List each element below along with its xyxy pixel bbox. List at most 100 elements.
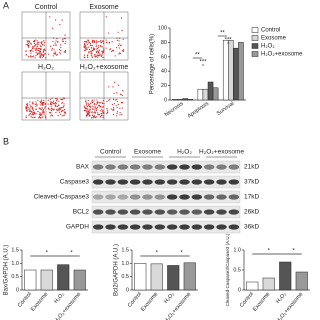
flow-dot <box>44 115 46 117</box>
flow-dot <box>38 108 40 110</box>
flow-dot <box>63 38 65 40</box>
flow-dot <box>96 42 98 44</box>
flow-dot <box>88 52 90 54</box>
flow-dot <box>122 50 125 52</box>
flow-dot <box>100 55 102 58</box>
blot-band <box>203 179 215 185</box>
flow-dot <box>36 54 39 56</box>
flow-dot <box>52 40 54 43</box>
flow-dot <box>54 103 56 105</box>
flow-dot <box>108 86 110 88</box>
flow-dot <box>95 40 98 42</box>
flow-dot <box>34 103 36 105</box>
flow-dot <box>30 105 32 107</box>
flow-dot <box>85 48 87 50</box>
blot-band <box>216 164 227 170</box>
flow-dot <box>59 53 61 55</box>
flow-dot <box>44 49 46 51</box>
flow-dot <box>26 105 29 107</box>
flow-dot <box>38 113 40 115</box>
flow-dot <box>48 108 50 110</box>
flow-dot <box>26 110 29 112</box>
flow-dot <box>51 107 53 109</box>
flow-dot <box>90 55 92 57</box>
flow-dot <box>25 115 27 117</box>
flow-dot <box>90 102 92 104</box>
flow-dot <box>58 104 60 106</box>
flow-dot <box>114 81 116 83</box>
flow-dot <box>47 99 49 101</box>
flow-dot <box>122 90 124 92</box>
blot-band <box>216 194 227 200</box>
flow-dot <box>54 42 56 44</box>
flow-dot <box>56 109 58 111</box>
flow-dot <box>43 40 45 42</box>
flow-dot <box>107 32 110 34</box>
flow-dot <box>85 49 87 51</box>
flow-dot <box>98 49 101 51</box>
flow-dot <box>62 38 64 40</box>
flow-dot <box>40 41 42 43</box>
row-label: BCL2 <box>73 209 90 216</box>
flow-dot <box>83 40 86 43</box>
flow-dot <box>84 109 86 112</box>
flow-dot <box>84 47 86 49</box>
column-label: Exosome <box>134 149 161 156</box>
y-tick-label: 1.5 <box>11 247 19 253</box>
flow-dot <box>97 54 99 56</box>
blot-band <box>129 224 141 230</box>
flow-dot <box>96 99 98 101</box>
flow-dot <box>91 100 93 102</box>
flow-dot <box>59 113 62 115</box>
flow-dot <box>86 114 88 117</box>
flow-dot <box>92 101 94 104</box>
flow-dot <box>42 104 44 107</box>
bar <box>167 265 180 291</box>
flow-dot <box>32 41 35 43</box>
flow-dot <box>101 101 103 103</box>
flow-dot <box>35 105 37 107</box>
x-tick-label: H₂O₂ <box>163 291 176 304</box>
flow-dot <box>60 107 62 109</box>
flow-dot <box>113 102 115 105</box>
flow-dot <box>32 46 34 48</box>
flow-dot <box>112 109 114 111</box>
flow-dot <box>43 44 46 46</box>
flow-dot <box>41 102 43 105</box>
flow-dot <box>92 44 94 47</box>
flow-dot <box>92 117 94 119</box>
flow-dot <box>91 108 93 110</box>
flow-dot <box>43 41 45 43</box>
flow-dot <box>94 56 97 58</box>
blot-band <box>166 224 178 230</box>
flow-dot <box>56 99 58 102</box>
flow-dot <box>60 110 63 113</box>
flow-dot <box>39 117 41 119</box>
flow-dot <box>37 47 40 50</box>
x-tick-label: Control <box>239 291 255 308</box>
blot-band <box>191 209 203 215</box>
flow-dot <box>28 55 30 58</box>
flow-dot <box>51 47 54 50</box>
flow-dot <box>33 39 36 42</box>
flow-dot <box>52 101 54 104</box>
bar <box>295 271 308 291</box>
flow-dot <box>94 110 96 112</box>
flow-dot <box>117 31 119 33</box>
flow-dot <box>39 113 41 115</box>
flow-dot <box>27 41 29 43</box>
flow-dot <box>102 112 104 114</box>
x-tick-label: H₂O₂ <box>53 291 66 304</box>
bar <box>202 88 209 101</box>
flow-dot <box>55 52 57 55</box>
blot-band <box>142 224 153 230</box>
flow-dot <box>98 52 100 54</box>
bar <box>279 261 292 291</box>
flow-dot <box>58 109 60 111</box>
flow-dot <box>85 102 87 104</box>
flow-dot <box>94 102 96 105</box>
flow-dot <box>118 53 120 55</box>
flow-dot <box>61 40 64 42</box>
flow-dot <box>87 105 89 108</box>
flow-dot <box>34 57 36 59</box>
